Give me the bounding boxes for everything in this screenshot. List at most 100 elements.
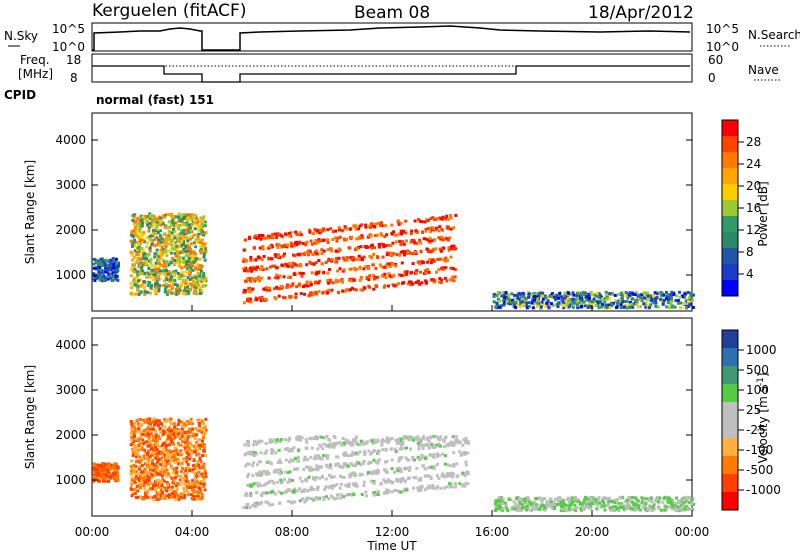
heatmap-cell bbox=[140, 444, 143, 448]
heatmap-cell bbox=[273, 492, 277, 496]
heatmap-cell bbox=[169, 422, 173, 426]
heatmap-cell bbox=[190, 450, 193, 454]
heatmap-cell bbox=[346, 464, 350, 468]
heatmap-cell bbox=[389, 275, 393, 279]
heatmap-cell bbox=[198, 268, 202, 272]
heatmap-cell bbox=[174, 240, 178, 244]
heatmap-cell bbox=[287, 449, 291, 453]
heatmap-cell bbox=[107, 259, 111, 263]
heatmap-cell bbox=[676, 505, 679, 509]
heatmap-cell bbox=[134, 219, 138, 223]
heatmap-cell bbox=[170, 216, 174, 220]
heatmap-cell bbox=[606, 503, 610, 507]
heatmap-cell bbox=[532, 507, 536, 511]
heatmap-cell bbox=[165, 456, 169, 459]
heatmap-cell bbox=[249, 279, 253, 283]
heatmap-cell bbox=[307, 294, 311, 298]
heatmap-cell bbox=[141, 482, 145, 486]
heatmap-cell bbox=[166, 452, 170, 456]
heatmap-cell bbox=[497, 496, 501, 500]
heatmap-cell bbox=[261, 247, 265, 251]
heatmap-cell bbox=[306, 465, 310, 469]
heatmap-cell bbox=[179, 449, 183, 453]
heatmap-cell bbox=[269, 462, 273, 466]
heatmap-cell bbox=[309, 485, 313, 489]
heatmap-cell bbox=[561, 507, 565, 511]
heatmap-cell bbox=[322, 498, 326, 502]
heatmap-cell bbox=[94, 470, 98, 473]
heatmap-cell bbox=[173, 495, 177, 499]
heatmap-cell bbox=[559, 497, 563, 501]
sky-trace-1 bbox=[92, 25, 691, 51]
heatmap-cell bbox=[159, 216, 163, 220]
heatmap-cell bbox=[153, 423, 157, 427]
heatmap-cell bbox=[335, 496, 339, 500]
heatmap-cell bbox=[364, 442, 368, 446]
heatmap-cell bbox=[201, 420, 205, 424]
freq-panel-tick-top-right: 60 bbox=[708, 53, 723, 67]
heatmap-cell bbox=[137, 467, 141, 471]
heatmap-cell bbox=[385, 262, 389, 266]
heatmap-cell bbox=[92, 272, 96, 276]
heatmap-cell bbox=[548, 497, 552, 501]
heatmap-cell bbox=[185, 431, 189, 435]
heatmap-cell bbox=[165, 226, 169, 230]
heatmap-cell bbox=[179, 492, 183, 496]
heatmap-cell bbox=[149, 275, 153, 279]
heatmap-cell bbox=[429, 475, 433, 479]
heatmap-cell bbox=[244, 464, 248, 468]
heatmap-cell bbox=[167, 284, 171, 288]
heatmap-cell bbox=[163, 454, 167, 457]
heatmap-cell bbox=[324, 485, 328, 489]
heatmap-cell bbox=[323, 488, 327, 491]
heatmap-cell bbox=[417, 458, 421, 462]
heatmap-cell bbox=[624, 294, 628, 298]
heatmap-cell bbox=[536, 301, 540, 305]
heatmap-cell bbox=[338, 235, 342, 239]
heatmap-cell bbox=[155, 435, 158, 439]
heatmap-cell bbox=[575, 291, 579, 295]
heatmap-cell bbox=[169, 240, 173, 244]
heatmap-cell bbox=[403, 251, 407, 255]
heatmap-cell bbox=[248, 297, 252, 301]
heatmap-cell bbox=[582, 498, 586, 502]
heatmap-cell bbox=[395, 233, 399, 237]
heatmap-cell bbox=[109, 465, 113, 469]
heatmap-cell bbox=[137, 479, 141, 483]
heatmap-cell bbox=[134, 470, 138, 474]
heatmap-cell bbox=[99, 473, 103, 477]
heatmap-cell bbox=[390, 458, 394, 462]
heatmap-cell bbox=[446, 463, 450, 467]
heatmap-cell bbox=[154, 243, 158, 247]
heatmap-cell bbox=[189, 266, 193, 270]
heatmap-cell bbox=[570, 507, 574, 511]
heatmap-cell bbox=[160, 484, 164, 488]
heatmap-cell bbox=[289, 458, 293, 462]
heatmap-cell bbox=[665, 507, 669, 511]
heatmap-cell bbox=[184, 474, 188, 478]
heatmap-cell bbox=[450, 471, 454, 475]
heatmap-cell bbox=[505, 507, 509, 511]
heatmap-cell bbox=[316, 497, 320, 501]
heatmap-cell bbox=[135, 276, 139, 280]
heatmap-cell bbox=[143, 240, 146, 244]
heatmap-cell bbox=[180, 476, 184, 480]
heatmap-cell bbox=[495, 507, 498, 511]
heatmap-cell bbox=[245, 503, 249, 507]
heatmap-cell bbox=[567, 496, 571, 500]
heatmap-cell bbox=[133, 449, 137, 453]
heatmap-cell bbox=[198, 466, 202, 470]
heatmap-cell bbox=[691, 293, 695, 297]
heatmap-cell bbox=[384, 448, 388, 452]
heatmap-cell bbox=[526, 496, 530, 500]
heatmap-cell bbox=[464, 441, 468, 445]
heatmap-cell bbox=[181, 237, 185, 241]
heatmap-cell bbox=[384, 439, 388, 443]
heatmap-cell bbox=[635, 500, 639, 504]
heatmap-cell bbox=[315, 271, 319, 275]
heatmap-cell bbox=[149, 285, 153, 289]
heatmap-cell bbox=[446, 444, 450, 448]
heatmap-cell bbox=[171, 284, 174, 288]
heatmap-cell bbox=[316, 487, 320, 491]
heatmap-cell bbox=[297, 459, 300, 463]
